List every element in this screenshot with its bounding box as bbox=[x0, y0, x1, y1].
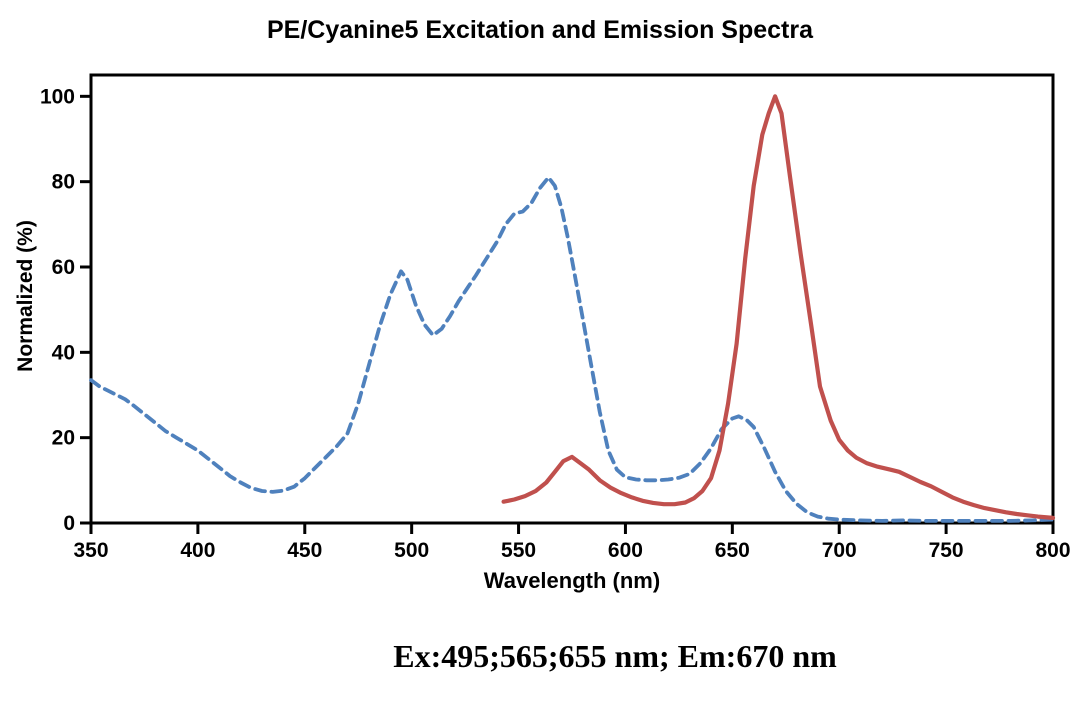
y-tick-label: 20 bbox=[52, 427, 75, 450]
spectra-plot-canvas: 350 400 450 500 550 600 650 700 750 800 0 20 40 60 80 1… bbox=[40, 73, 1071, 562]
excitation-curve bbox=[89, 175, 1055, 523]
y-tick-label: 40 bbox=[52, 341, 75, 364]
y-tick-label: 60 bbox=[52, 256, 75, 279]
x-tick-label: 700 bbox=[822, 539, 857, 562]
x-tick-label: 750 bbox=[929, 539, 964, 562]
figure-caption: Ex:495;565;655 nm; Em:670 nm bbox=[393, 638, 837, 674]
x-tick-label: 650 bbox=[715, 539, 750, 562]
x-tick-label: 600 bbox=[608, 539, 643, 562]
y-tick-label: 100 bbox=[40, 85, 75, 108]
emission-curve bbox=[501, 94, 1056, 520]
x-tick-label: 800 bbox=[1035, 539, 1070, 562]
x-tick-label: 550 bbox=[501, 539, 536, 562]
x-axis-title: Wavelength (nm) bbox=[483, 568, 661, 593]
x-tick-label: 350 bbox=[73, 539, 108, 562]
y-axis-title: Normalized (%) bbox=[14, 220, 37, 372]
x-tick-label: 450 bbox=[287, 539, 322, 562]
x-tick-label: 400 bbox=[180, 539, 215, 562]
y-tick-label: 0 bbox=[63, 512, 75, 535]
y-tick-label: 80 bbox=[52, 171, 75, 194]
chart-title: PE/Cyanine5 Excitation and Emission Spec… bbox=[266, 16, 813, 44]
x-tick-label: 500 bbox=[394, 539, 429, 562]
